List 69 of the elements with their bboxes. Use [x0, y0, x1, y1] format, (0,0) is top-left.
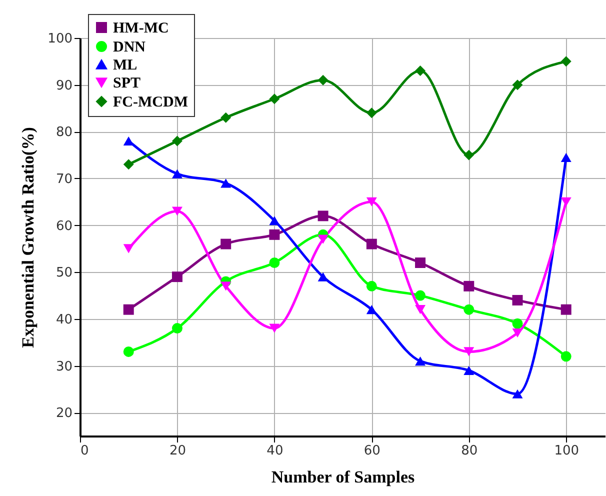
x-axis-title: Number of Samples — [271, 468, 416, 486]
legend-label: FC-MCDM — [113, 94, 188, 110]
y-axis-title: Exponential Growth Ratio(%) — [18, 127, 38, 348]
x-tick-label: 40 — [266, 444, 284, 458]
point — [560, 152, 572, 162]
point — [172, 272, 182, 282]
point — [269, 324, 280, 333]
point — [220, 178, 232, 188]
point — [318, 74, 328, 86]
point — [560, 351, 572, 362]
point — [172, 206, 182, 216]
point — [512, 318, 523, 329]
point — [366, 280, 377, 292]
point — [123, 159, 134, 170]
legend-label: SPT — [113, 76, 141, 92]
point — [366, 197, 377, 206]
point — [220, 238, 232, 250]
point — [366, 108, 377, 118]
x-tick-label: 0 — [80, 444, 89, 458]
point — [269, 258, 280, 268]
legend-label: HM-MC — [113, 20, 169, 36]
point — [415, 356, 426, 366]
point — [415, 258, 426, 268]
point — [415, 290, 426, 301]
y-tick-label: 50 — [56, 266, 72, 281]
legend-label: ML — [113, 58, 138, 74]
x-tick-label: 80 — [461, 444, 478, 458]
point — [172, 169, 182, 178]
point — [318, 272, 328, 282]
point — [172, 323, 182, 334]
point — [512, 294, 523, 306]
point — [366, 305, 377, 314]
point — [464, 150, 474, 160]
point — [560, 197, 572, 206]
y-tick-label: 70 — [56, 172, 72, 187]
y-tick-label: 60 — [56, 218, 72, 234]
point — [415, 66, 426, 76]
point — [464, 280, 474, 292]
point — [415, 305, 426, 314]
x-tick-label: 60 — [364, 444, 380, 458]
y-tick-label: 80 — [56, 125, 72, 140]
point — [318, 234, 328, 244]
y-tick-label: 100 — [48, 32, 72, 46]
point — [269, 94, 280, 104]
point — [123, 346, 134, 357]
point — [269, 229, 280, 240]
point — [269, 216, 280, 226]
point — [123, 244, 134, 254]
point — [123, 304, 134, 315]
x-tick-label: 100 — [554, 444, 580, 458]
x-tick-label: 20 — [169, 444, 186, 458]
point — [220, 112, 232, 123]
point — [464, 366, 474, 375]
y-tick-label: 90 — [56, 78, 72, 94]
y-tick-label: 30 — [56, 359, 72, 374]
point — [318, 210, 328, 222]
point — [464, 304, 474, 315]
point — [512, 389, 523, 398]
y-tick-label: 20 — [56, 406, 72, 422]
y-tick-label: 40 — [56, 312, 72, 328]
legend-label: DNN — [113, 40, 146, 56]
point — [512, 328, 523, 338]
point — [220, 282, 232, 291]
point — [512, 80, 523, 90]
point — [172, 136, 182, 146]
point — [560, 304, 572, 315]
point — [464, 347, 474, 356]
point — [560, 56, 572, 67]
point — [366, 238, 377, 250]
